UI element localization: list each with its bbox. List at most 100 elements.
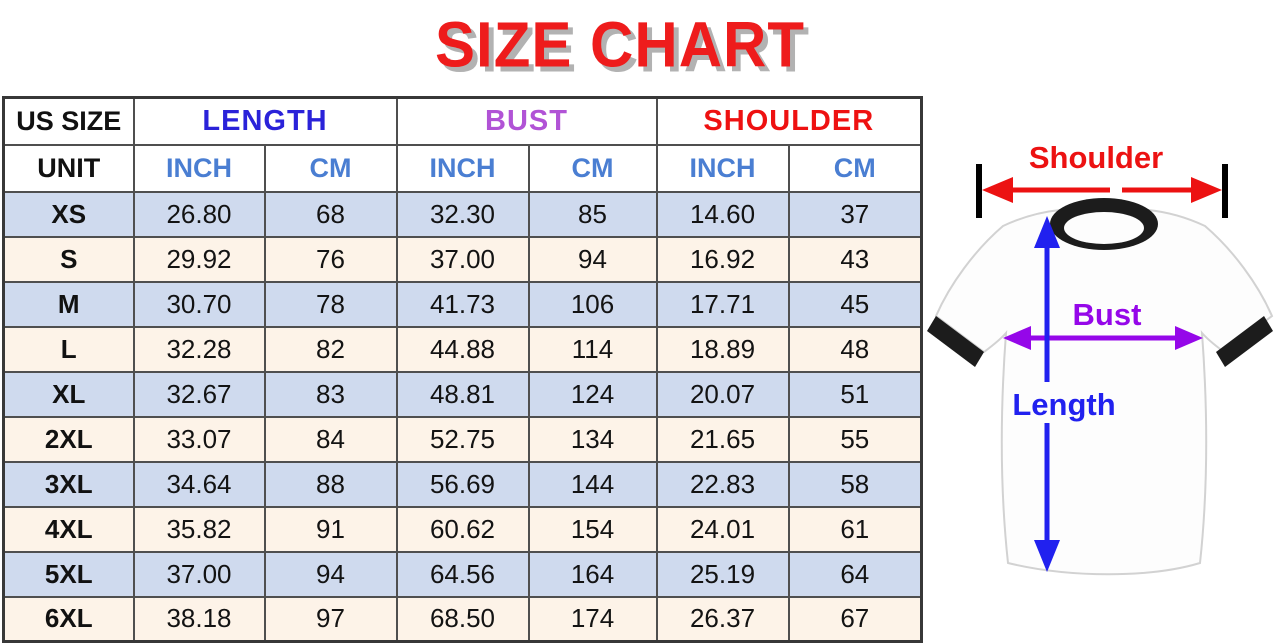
table-row: M 30.70 78 41.73 106 17.71 45 bbox=[2, 280, 923, 328]
size-label: S bbox=[2, 235, 135, 283]
cell: 52.75 bbox=[395, 415, 530, 463]
size-label: 2XL bbox=[2, 415, 135, 463]
cell: 61 bbox=[787, 505, 923, 553]
cell: 106 bbox=[527, 280, 658, 328]
cell: 85 bbox=[527, 190, 658, 238]
cell: 37.00 bbox=[132, 550, 266, 598]
cell: 37.00 bbox=[395, 235, 530, 283]
cell: 38.18 bbox=[132, 595, 266, 643]
cell: 25.19 bbox=[655, 550, 790, 598]
cell: 144 bbox=[527, 460, 658, 508]
unit-col-bust-cm: CM bbox=[527, 143, 658, 193]
table-row: 3XL 34.64 88 56.69 144 22.83 58 bbox=[2, 460, 923, 508]
size-label: L bbox=[2, 325, 135, 373]
length-label: Length bbox=[1012, 387, 1115, 422]
size-label: XL bbox=[2, 370, 135, 418]
size-label: 6XL bbox=[2, 595, 135, 643]
table-row: XS 26.80 68 32.30 85 14.60 37 bbox=[2, 190, 923, 238]
cell: 44.88 bbox=[395, 325, 530, 373]
cell: 134 bbox=[527, 415, 658, 463]
size-table: US SIZE LENGTH BUST SHOULDER UNIT INCH C… bbox=[2, 96, 924, 643]
cell: 35.82 bbox=[132, 505, 266, 553]
cell: 14.60 bbox=[655, 190, 790, 238]
size-label: XS bbox=[2, 190, 135, 238]
cell: 55 bbox=[787, 415, 923, 463]
cell: 154 bbox=[527, 505, 658, 553]
cell: 32.30 bbox=[395, 190, 530, 238]
table-row: 2XL 33.07 84 52.75 134 21.65 55 bbox=[2, 415, 923, 463]
cell: 29.92 bbox=[132, 235, 266, 283]
shoulder-right-tick bbox=[1222, 164, 1228, 218]
right-cuff bbox=[1216, 316, 1273, 367]
cell: 58 bbox=[787, 460, 923, 508]
cell: 24.01 bbox=[655, 505, 790, 553]
cell: 17.71 bbox=[655, 280, 790, 328]
cell: 82 bbox=[263, 325, 398, 373]
group-header-row: US SIZE LENGTH BUST SHOULDER bbox=[2, 96, 923, 146]
cell: 60.62 bbox=[395, 505, 530, 553]
length-arrow bbox=[1034, 216, 1060, 572]
cell: 84 bbox=[263, 415, 398, 463]
cell: 18.89 bbox=[655, 325, 790, 373]
unit-col-shoulder-cm: CM bbox=[787, 143, 923, 193]
size-label: 3XL bbox=[2, 460, 135, 508]
shoulder-measure: Shoulder bbox=[976, 140, 1228, 218]
tshirt-body bbox=[927, 198, 1274, 576]
cell: 20.07 bbox=[655, 370, 790, 418]
cell: 64 bbox=[787, 550, 923, 598]
cell: 68.50 bbox=[395, 595, 530, 643]
cell: 97 bbox=[263, 595, 398, 643]
unit-col-shoulder-inch: INCH bbox=[655, 143, 790, 193]
page-title: SIZE CHART bbox=[435, 9, 805, 81]
cell: 64.56 bbox=[395, 550, 530, 598]
cell: 67 bbox=[787, 595, 923, 643]
cell: 16.92 bbox=[655, 235, 790, 283]
size-label: M bbox=[2, 280, 135, 328]
unit-col-bust-inch: INCH bbox=[395, 143, 530, 193]
left-cuff bbox=[927, 316, 984, 367]
cell: 174 bbox=[527, 595, 658, 643]
cell: 83 bbox=[263, 370, 398, 418]
unit-header-row: UNIT INCH CM INCH CM INCH CM bbox=[2, 143, 923, 193]
cell: 30.70 bbox=[132, 280, 266, 328]
cell: 48 bbox=[787, 325, 923, 373]
cell: 94 bbox=[527, 235, 658, 283]
size-label: 5XL bbox=[2, 550, 135, 598]
group-header-bust: BUST bbox=[395, 96, 658, 146]
shoulder-arrow bbox=[982, 177, 1222, 203]
cell: 32.28 bbox=[132, 325, 266, 373]
cell: 114 bbox=[527, 325, 658, 373]
table-row: S 29.92 76 37.00 94 16.92 43 bbox=[2, 235, 923, 283]
bust-label: Bust bbox=[1073, 297, 1142, 332]
cell: 26.80 bbox=[132, 190, 266, 238]
shoulder-label: Shoulder bbox=[1029, 140, 1163, 175]
size-label: 4XL bbox=[2, 505, 135, 553]
cell: 76 bbox=[263, 235, 398, 283]
group-header-shoulder: SHOULDER bbox=[655, 96, 923, 146]
length-measure: Length bbox=[1012, 216, 1116, 572]
table-row: 4XL 35.82 91 60.62 154 24.01 61 bbox=[2, 505, 923, 553]
cell: 164 bbox=[527, 550, 658, 598]
cell: 21.65 bbox=[655, 415, 790, 463]
cell: 34.64 bbox=[132, 460, 266, 508]
group-header-length: LENGTH bbox=[132, 96, 398, 146]
cell: 48.81 bbox=[395, 370, 530, 418]
cell: 51 bbox=[787, 370, 923, 418]
cell: 124 bbox=[527, 370, 658, 418]
cell: 45 bbox=[787, 280, 923, 328]
table-row: 5XL 37.00 94 64.56 164 25.19 64 bbox=[2, 550, 923, 598]
cell: 41.73 bbox=[395, 280, 530, 328]
corner-header: US SIZE bbox=[2, 96, 135, 146]
cell: 94 bbox=[263, 550, 398, 598]
cell: 33.07 bbox=[132, 415, 266, 463]
cell: 56.69 bbox=[395, 460, 530, 508]
unit-col-length-inch: INCH bbox=[132, 143, 266, 193]
cell: 22.83 bbox=[655, 460, 790, 508]
cell: 88 bbox=[263, 460, 398, 508]
cell: 91 bbox=[263, 505, 398, 553]
cell: 68 bbox=[263, 190, 398, 238]
unit-header: UNIT bbox=[2, 143, 135, 193]
unit-col-length-cm: CM bbox=[263, 143, 398, 193]
cell: 78 bbox=[263, 280, 398, 328]
